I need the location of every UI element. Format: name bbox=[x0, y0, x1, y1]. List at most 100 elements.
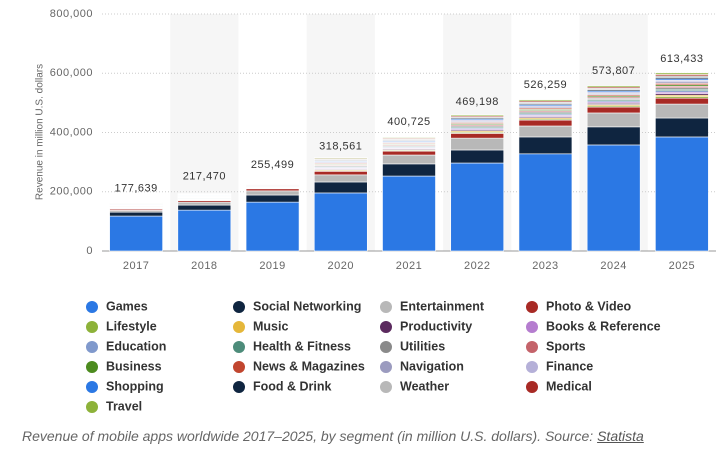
legend-swatch bbox=[526, 381, 538, 393]
total-label: 177,639 bbox=[114, 182, 157, 194]
total-label: 217,470 bbox=[183, 170, 226, 182]
bar-segment bbox=[450, 133, 505, 139]
bar-segment bbox=[313, 181, 368, 194]
legend-label: Medical bbox=[546, 379, 592, 393]
bar-segment bbox=[655, 103, 709, 119]
legend-label: Productivity bbox=[400, 319, 472, 333]
legend-label: Weather bbox=[400, 379, 449, 393]
bar-segment bbox=[586, 106, 641, 114]
total-label: 469,198 bbox=[456, 96, 499, 108]
caption: Revenue of mobile apps worldwide 2017–20… bbox=[22, 428, 644, 444]
legend-label: Business bbox=[106, 359, 162, 373]
legend-swatch bbox=[86, 341, 98, 353]
total-label: 613,433 bbox=[660, 53, 703, 65]
y-axis-title: Revenue in million U.S. dollars bbox=[35, 64, 46, 200]
bar-segment bbox=[245, 179, 300, 181]
legend-swatch bbox=[233, 321, 245, 333]
total-label: 573,807 bbox=[592, 65, 635, 77]
legend-label: Games bbox=[106, 299, 148, 313]
legend-swatch bbox=[86, 321, 98, 333]
legend-label: Social Networking bbox=[253, 299, 361, 313]
legend-label: Books & Reference bbox=[546, 319, 661, 333]
y-tick-label: 400,000 bbox=[50, 126, 93, 138]
bar-segment bbox=[109, 211, 163, 217]
bar-segment bbox=[655, 97, 709, 105]
bar-segment bbox=[382, 137, 436, 139]
legend-swatch bbox=[380, 301, 392, 313]
legend-swatch bbox=[233, 341, 245, 353]
bar-segment bbox=[313, 174, 368, 183]
bar-segment bbox=[518, 125, 573, 138]
bar-segment bbox=[382, 150, 436, 156]
bar-segment bbox=[245, 190, 300, 196]
legend-swatch bbox=[380, 381, 392, 393]
legend-swatch bbox=[233, 301, 245, 313]
bar-segment bbox=[245, 194, 300, 203]
bar-segment bbox=[245, 201, 300, 252]
legend-label: Sports bbox=[546, 339, 586, 353]
y-tick-label: 800,000 bbox=[50, 8, 93, 20]
legend-label: Navigation bbox=[400, 359, 464, 373]
x-tick-label: 2024 bbox=[600, 260, 626, 272]
bar-segment bbox=[177, 204, 232, 211]
bar-segment bbox=[586, 144, 641, 252]
legend-swatch bbox=[86, 381, 98, 393]
legend-swatch bbox=[380, 341, 392, 353]
legend-swatch bbox=[86, 401, 98, 413]
bar-segment bbox=[109, 215, 163, 252]
legend-swatch bbox=[526, 301, 538, 313]
total-label: 400,725 bbox=[387, 116, 430, 128]
legend-swatch bbox=[380, 361, 392, 373]
y-tick-label: 600,000 bbox=[50, 67, 93, 79]
bar-segment bbox=[450, 137, 505, 151]
bar-segment bbox=[450, 149, 505, 164]
y-tick-label: 200,000 bbox=[50, 186, 93, 198]
x-tick-label: 2017 bbox=[123, 260, 149, 272]
bar-segment bbox=[586, 85, 641, 88]
bar-segment bbox=[382, 154, 436, 165]
legend-label: Utilities bbox=[400, 339, 445, 353]
y-tick-label: 0 bbox=[86, 245, 93, 257]
legend-label: Music bbox=[253, 319, 288, 333]
bar-segment bbox=[313, 157, 368, 159]
x-tick-label: 2021 bbox=[396, 260, 422, 272]
legend-swatch bbox=[86, 361, 98, 373]
bar-segment bbox=[586, 112, 641, 128]
source-link[interactable]: Statista bbox=[597, 428, 644, 444]
total-label: 526,259 bbox=[524, 79, 567, 91]
legend-swatch bbox=[380, 321, 392, 333]
legend-label: Photo & Video bbox=[546, 299, 632, 313]
total-label: 318,561 bbox=[319, 141, 362, 153]
bar-segment bbox=[245, 188, 300, 192]
bar-segment bbox=[382, 175, 436, 252]
x-tick-label: 2018 bbox=[191, 260, 217, 272]
bar-segment bbox=[518, 153, 573, 252]
x-tick-label: 2023 bbox=[532, 260, 558, 272]
legend-swatch bbox=[526, 361, 538, 373]
bar-segment bbox=[177, 201, 232, 206]
bar-segment bbox=[518, 136, 573, 155]
legend-label: News & Magazines bbox=[253, 359, 365, 373]
legend-swatch bbox=[233, 361, 245, 373]
bar-segment bbox=[655, 136, 709, 252]
bar-segment bbox=[177, 209, 232, 252]
bar-segment bbox=[450, 162, 505, 252]
caption-text: Revenue of mobile apps worldwide 2017–20… bbox=[22, 428, 598, 444]
legend-label: Education bbox=[106, 339, 166, 353]
bar-segment bbox=[586, 126, 641, 146]
legend-swatch bbox=[86, 301, 98, 313]
legend-swatch bbox=[526, 341, 538, 353]
legend-label: Health & Fitness bbox=[253, 339, 351, 353]
legend-label: Shopping bbox=[106, 379, 164, 393]
bar-segment bbox=[313, 171, 368, 176]
legend-label: Lifestyle bbox=[106, 319, 157, 333]
x-tick-label: 2025 bbox=[669, 260, 695, 272]
x-tick-label: 2022 bbox=[464, 260, 490, 272]
legend-label: Food & Drink bbox=[253, 379, 332, 393]
bar-segment bbox=[313, 192, 368, 252]
legend-label: Entertainment bbox=[400, 299, 485, 313]
bar-segment bbox=[450, 114, 505, 117]
total-label: 255,499 bbox=[251, 159, 294, 171]
bar-segment bbox=[655, 72, 709, 75]
